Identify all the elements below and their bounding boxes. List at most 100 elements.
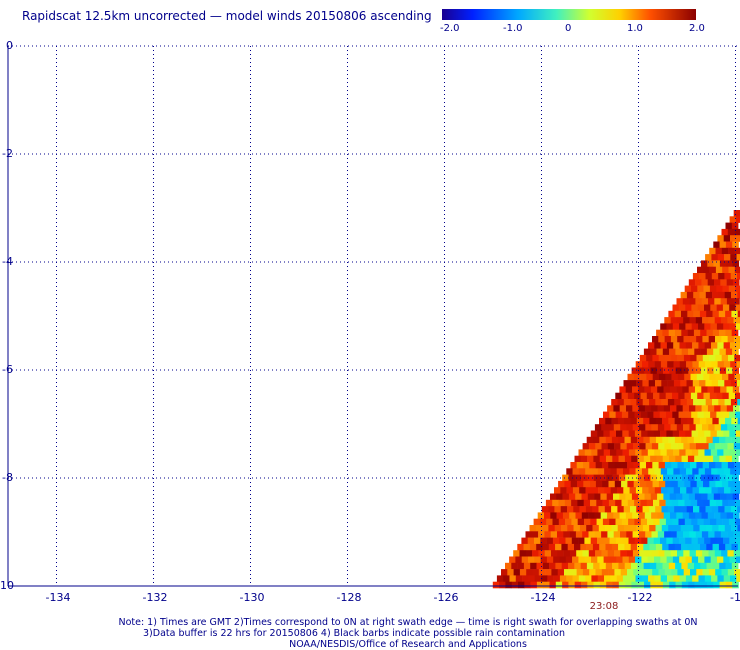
wind-cell xyxy=(619,512,627,519)
wind-cell xyxy=(606,493,614,501)
wind-cell xyxy=(713,581,720,589)
wind-cell xyxy=(501,569,508,576)
wind-cell xyxy=(735,556,740,564)
wind-cell xyxy=(699,310,707,318)
wind-cell xyxy=(604,575,611,582)
wind-cell xyxy=(680,417,688,425)
wind-cell xyxy=(535,525,543,532)
wind-cell xyxy=(576,462,584,469)
wind-cell xyxy=(696,480,704,488)
wind-cell xyxy=(722,518,730,526)
wind-cell xyxy=(530,562,537,570)
wind-cell xyxy=(618,581,626,589)
wind-cell xyxy=(730,468,737,475)
wind-cell xyxy=(569,512,576,519)
wind-cell xyxy=(688,493,696,501)
wind-cell xyxy=(566,575,573,582)
wind-cell xyxy=(685,304,692,312)
wind-cell xyxy=(707,260,714,267)
wind-cell xyxy=(597,449,604,456)
wind-cell xyxy=(703,266,710,274)
wind-cell xyxy=(681,310,688,318)
wind-cell xyxy=(682,512,690,519)
wind-cell xyxy=(686,506,694,513)
wind-cell xyxy=(687,525,694,532)
wind-cell xyxy=(711,342,718,349)
wind-cell xyxy=(654,487,662,494)
wind-cell xyxy=(523,543,531,551)
wind-cell xyxy=(724,254,731,261)
wind-cell xyxy=(731,310,738,318)
wind-cell xyxy=(675,367,683,375)
wind-cell xyxy=(621,518,629,526)
wind-cell xyxy=(728,518,736,526)
wind-cell xyxy=(737,417,740,425)
wind-cell xyxy=(697,430,705,438)
wind-cell xyxy=(699,506,706,513)
wind-cell xyxy=(601,531,608,538)
wind-cell xyxy=(625,493,633,501)
wind-cell xyxy=(642,380,649,387)
wind-cell xyxy=(672,392,679,400)
wind-cell xyxy=(705,506,713,513)
wind-cell xyxy=(608,462,615,469)
wind-cell xyxy=(563,531,570,538)
wind-cell xyxy=(615,499,622,507)
wind-cell xyxy=(517,543,524,551)
wind-cell xyxy=(709,373,716,381)
wind-cell xyxy=(656,329,663,337)
wind-cell xyxy=(698,468,706,475)
wind-cell xyxy=(683,569,691,576)
wind-cell xyxy=(669,493,677,501)
wind-cell xyxy=(663,405,671,412)
wind-cell xyxy=(641,430,648,438)
wind-cell xyxy=(707,474,714,482)
wind-cell xyxy=(550,512,557,519)
wind-cell xyxy=(640,392,648,400)
wind-cell xyxy=(670,443,678,450)
wind-cell xyxy=(524,581,531,589)
colorbar-tick-label: -2.0 xyxy=(440,23,460,34)
wind-cell xyxy=(619,493,626,501)
wind-cell xyxy=(705,487,712,494)
wind-cell xyxy=(674,506,681,513)
wind-cell xyxy=(594,493,601,501)
wind-cell xyxy=(683,336,691,343)
wind-cell xyxy=(683,317,690,324)
wind-cell xyxy=(632,531,640,538)
map-title: Rapidscat 12.5km uncorrected — model win… xyxy=(22,9,432,23)
wind-cell xyxy=(725,455,733,463)
wind-cell xyxy=(733,336,740,343)
wind-cell xyxy=(682,405,690,412)
wind-cell xyxy=(708,298,715,305)
wind-cell xyxy=(596,499,603,507)
wind-cell xyxy=(656,348,664,356)
wind-cell xyxy=(714,531,722,538)
wind-cell xyxy=(715,266,723,274)
wind-cell xyxy=(590,499,597,507)
wind-cell xyxy=(679,342,687,349)
wind-cell xyxy=(635,449,642,456)
wind-cell xyxy=(637,581,645,589)
wind-cell xyxy=(611,506,618,513)
wind-cell xyxy=(587,493,595,501)
wind-cell xyxy=(691,537,699,545)
wind-cell xyxy=(666,449,674,456)
wind-cell xyxy=(734,499,740,507)
wind-cell xyxy=(734,462,740,469)
wind-cell xyxy=(705,273,713,280)
wind-cell xyxy=(694,455,701,463)
wind-cell xyxy=(721,443,728,450)
latitude-tick-label: -4 xyxy=(2,255,13,268)
wind-cell xyxy=(719,260,727,267)
wind-cell xyxy=(697,392,704,400)
wind-cell xyxy=(628,556,636,564)
wind-cell xyxy=(614,480,622,488)
wind-cell xyxy=(568,493,576,501)
wind-cell xyxy=(540,556,548,564)
wind-cell xyxy=(698,449,705,456)
wind-cell xyxy=(706,310,713,318)
wind-cell xyxy=(616,575,624,582)
wind-cell xyxy=(580,562,588,570)
wind-cell xyxy=(736,468,740,475)
